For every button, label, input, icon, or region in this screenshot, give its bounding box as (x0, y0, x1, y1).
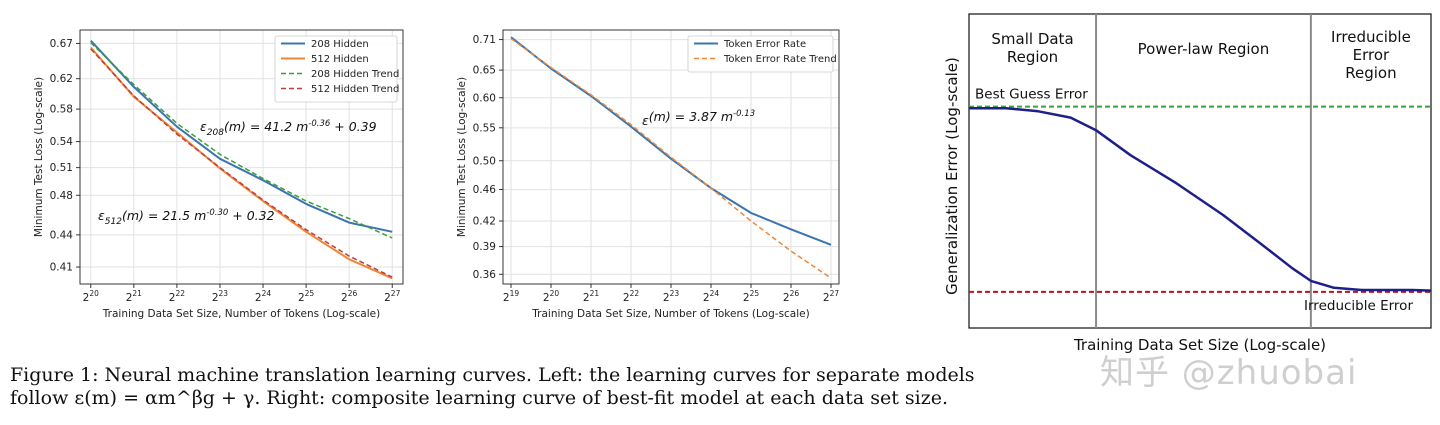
x-tick-label: 225 (298, 289, 314, 304)
x-tick-label: 226 (783, 289, 799, 304)
x-tick-label: 220 (83, 289, 99, 304)
legend-box (687, 35, 834, 73)
plot-frame (79, 29, 404, 285)
region-label: Error (1353, 46, 1390, 64)
x-tick-label: 223 (663, 289, 679, 304)
y-tick-label: 0.41 (50, 262, 73, 274)
y-tick-label: 0.65 (473, 65, 496, 77)
series-line-208-hidden-trend (90, 42, 393, 239)
series-line-208-hidden (90, 40, 393, 233)
figure-caption: Figure 1: Neural machine translation lea… (10, 364, 975, 410)
y-tick-label: 0.51 (50, 162, 73, 174)
y-tick-label: 0.58 (50, 104, 73, 116)
x-tick-label: 227 (823, 289, 839, 304)
x-tick-label: 221 (583, 289, 599, 304)
caption-line-2: follow ε(m) = αm^βg + γ. Right: composit… (10, 387, 948, 409)
y-axis-label: Minimum Test Loss (Log-scale) (33, 77, 45, 237)
series-line-token-error-rate (510, 36, 832, 246)
y-tick-label: 0.60 (473, 92, 496, 104)
region-label: Irreducible (1331, 28, 1411, 46)
x-tick-label: 223 (212, 289, 228, 304)
legend-label: Token Error Rate Trend (723, 54, 837, 65)
legend-label: 512 Hidden Trend (311, 84, 399, 95)
x-tick-label: 222 (623, 289, 639, 304)
y-tick-label: 0.39 (473, 241, 496, 253)
formula-annotation: ε208(m) = 41.2 m-0.36 + 0.39 (200, 119, 377, 138)
legend-label: Token Error Rate (723, 39, 806, 50)
y-tick-label: 0.48 (50, 190, 73, 202)
x-tick-label: 226 (341, 289, 357, 304)
y-tick-label: 0.62 (50, 73, 73, 85)
region-label: Region (1345, 64, 1396, 82)
chart-token-error-rate: 0.71 0.65 0.60 0.55 0.50 0.46 0.42 0.39 0.36 219 2… (456, 29, 840, 320)
x-tick-label: 224 (703, 289, 719, 304)
y-tick-label: 0.55 (473, 122, 496, 134)
y-tick-label: 0.42 (473, 216, 496, 228)
y-axis-label: Minimum Test Loss (Log-scale) (456, 77, 468, 237)
series-line-512-hidden-trend (90, 48, 393, 278)
legend-box (274, 35, 398, 103)
irreducible-error-label: Irreducible Error (1304, 298, 1413, 314)
x-tick-label: 227 (384, 289, 400, 304)
legend-label: 208 Hidden (311, 39, 369, 50)
x-axis-label: Training Data Set Size, Number of Tokens… (102, 308, 380, 320)
y-tick-label: 0.46 (473, 184, 497, 196)
x-tick-label: 220 (543, 289, 559, 304)
best-guess-error-label: Best Guess Error (975, 87, 1088, 103)
y-tick-label: 0.50 (473, 155, 496, 167)
y-axis-label: Generalization Error (Log-scale) (943, 57, 961, 295)
x-tick-label: 219 (503, 289, 519, 304)
x-axis-label: Training Data Set Size, Number of Tokens… (531, 308, 809, 320)
x-tick-label: 225 (743, 289, 759, 304)
watermark: 知乎 @zhuobai (1100, 353, 1358, 393)
series-line-token-error-rate-trend (510, 37, 832, 279)
region-label: Power-law Region (1138, 40, 1270, 58)
x-tick-label: 221 (126, 289, 142, 304)
formula-annotation: ε(m) = 3.87 m-0.13 (642, 109, 755, 128)
caption-line-1: Figure 1: Neural machine translation lea… (10, 364, 975, 386)
region-label: Small Data (991, 30, 1073, 48)
x-tick-label: 224 (255, 289, 271, 304)
x-axis-label: Training Data Set Size (Log-scale) (1073, 336, 1326, 354)
legend-label: 512 Hidden (311, 54, 369, 65)
y-tick-label: 0.71 (473, 34, 496, 46)
y-tick-label: 0.54 (50, 136, 74, 148)
y-tick-label: 0.67 (50, 38, 73, 50)
x-tick-label: 222 (169, 289, 185, 304)
formula-annotation: ε512(m) = 21.5 m-0.30 + 0.32 (98, 208, 275, 227)
legend-label: 208 Hidden Trend (311, 69, 399, 80)
plot-frame (968, 13, 1432, 329)
error-curve (969, 106, 1432, 292)
y-tick-label: 0.44 (50, 229, 74, 241)
region-label: Region (1007, 48, 1058, 66)
y-tick-label: 0.36 (473, 269, 497, 281)
chart-208-512-hidden: 0.67 0.62 0.58 0.54 0.51 0.48 0.44 0.41 220 221 22… (33, 29, 404, 320)
